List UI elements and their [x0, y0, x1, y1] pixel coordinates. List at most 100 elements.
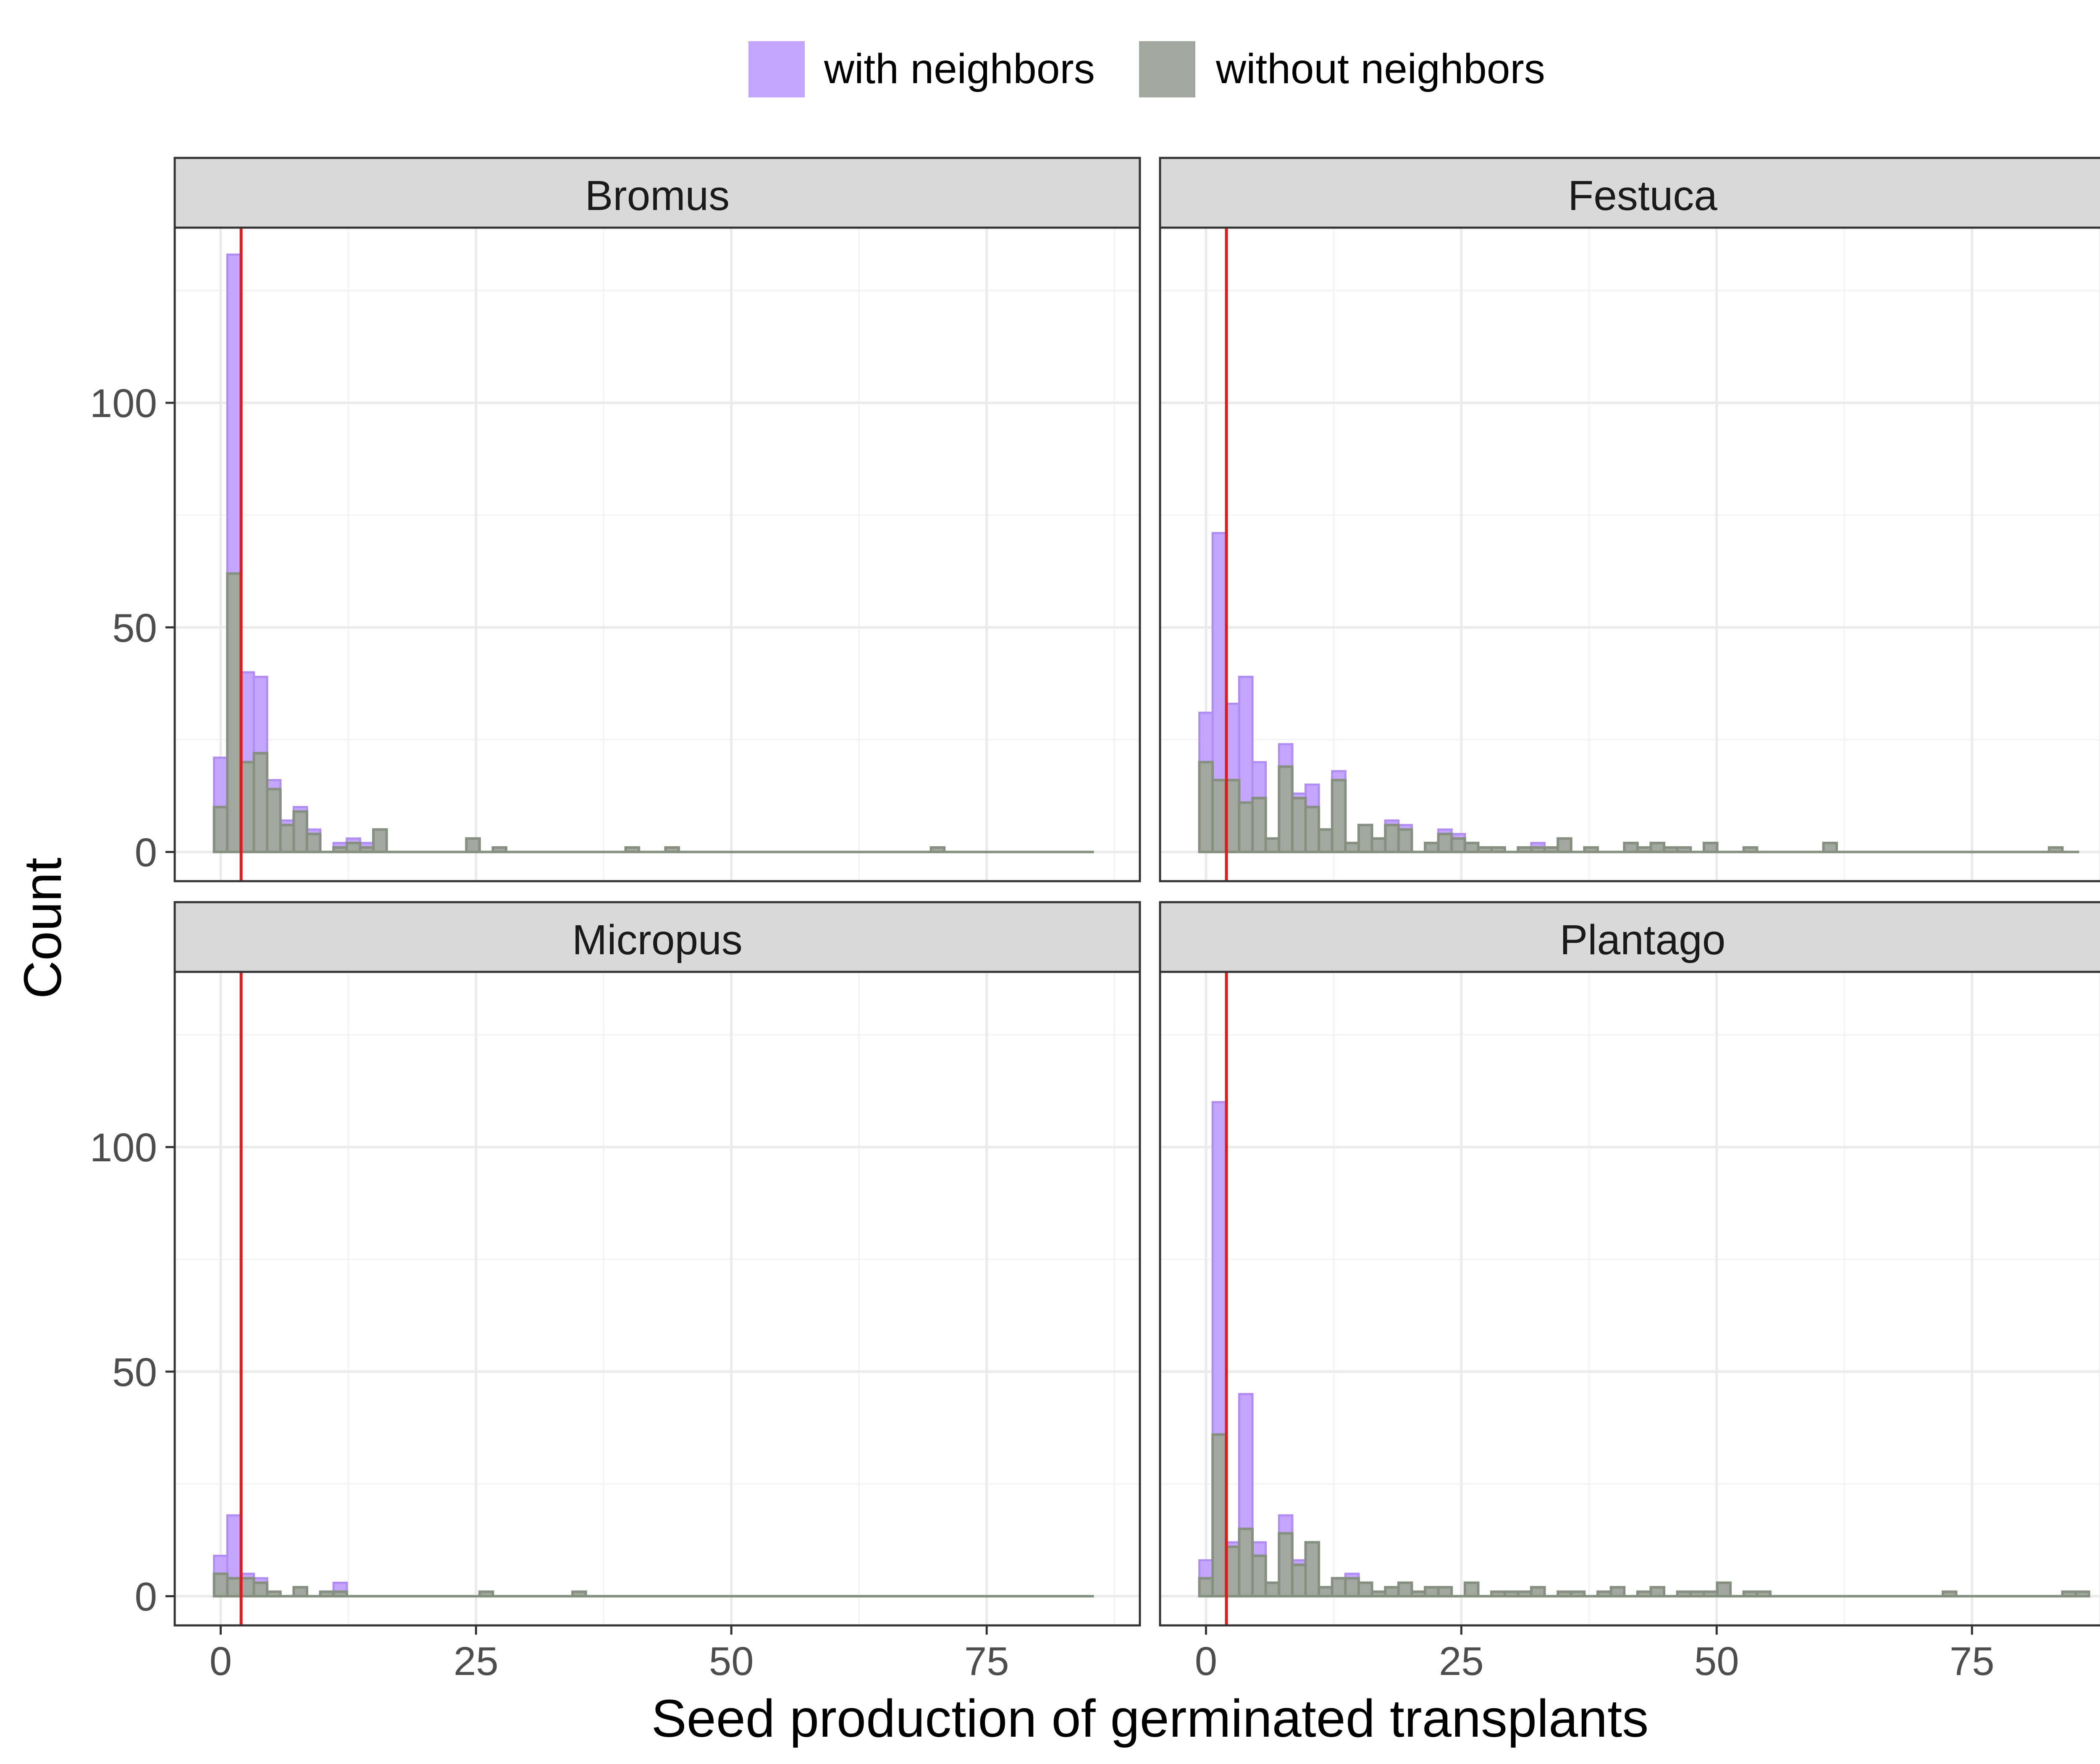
facet-panel-festuca: Festuca	[1159, 157, 2100, 882]
histogram-bar-without-neighbors	[1264, 1581, 1281, 1598]
x-tick-label: 75	[964, 1639, 1009, 1684]
histogram-bar-without-neighbors	[1357, 1581, 1373, 1598]
histogram-bar-without-neighbors	[319, 1590, 335, 1598]
histogram-bar-without-neighbors	[1304, 1541, 1320, 1598]
histogram-bar-without-neighbors	[345, 842, 362, 853]
histogram-bar-without-neighbors	[1503, 1590, 1520, 1598]
axes-layer: 0 50 100 0 50 100 0 25 50 75 0 25 50 75	[90, 381, 1995, 1684]
histogram-bar-without-neighbors	[372, 828, 388, 853]
histogram-bar-without-neighbors	[1370, 837, 1387, 853]
x-tick-label: 25	[454, 1639, 499, 1684]
histogram-bar-without-neighbors	[239, 1577, 255, 1598]
histogram-bar-without-neighbors	[1198, 1577, 1214, 1598]
histogram-bar-without-neighbors	[465, 837, 481, 853]
histogram-bar-without-neighbors	[478, 1590, 494, 1598]
facet-strip-label: Micropus	[572, 916, 743, 963]
histogram-bar-without-neighbors	[1397, 828, 1413, 853]
histogram-bar-without-neighbors	[1331, 1577, 1347, 1598]
facet-strip-label: Bromus	[585, 172, 730, 219]
histogram-bar-without-neighbors	[571, 1590, 587, 1598]
histogram-bar-without-neighbors	[624, 846, 640, 853]
legend-label-without-neighbors: without neighbors	[1215, 45, 1545, 92]
histogram-bar-without-neighbors	[1278, 1532, 1294, 1598]
histogram-bar-without-neighbors	[226, 1577, 242, 1598]
histogram-bar-without-neighbors	[1251, 797, 1267, 853]
histogram-bar-without-neighbors	[1663, 846, 1679, 853]
panel-plot-area	[1159, 971, 2100, 1627]
histogram-bar-without-neighbors	[359, 846, 375, 853]
x-tick-label: 50	[709, 1639, 754, 1684]
histogram-bar-without-neighbors	[1477, 846, 1493, 853]
histogram-bar-without-neighbors	[1344, 842, 1360, 853]
panel-background	[175, 228, 1140, 881]
x-tick-label: 25	[1439, 1639, 1484, 1684]
histogram-bar-without-neighbors	[252, 752, 269, 853]
histogram-bar-without-neighbors	[1822, 842, 1838, 853]
histogram-bar-without-neighbors	[239, 761, 255, 853]
x-tick-label: 0	[1195, 1639, 1217, 1684]
histogram-bar-without-neighbors	[1570, 1590, 1586, 1598]
histogram-bar-without-neighbors	[2048, 846, 2064, 853]
histogram-bar-without-neighbors	[1278, 765, 1294, 853]
y-tick-label: 0	[135, 830, 157, 875]
histogram-bar-without-neighbors	[1543, 846, 1559, 853]
histogram-bar-without-neighbors	[1331, 779, 1347, 853]
histogram-bar-without-neighbors	[1304, 806, 1320, 853]
histogram-bar-without-neighbors	[1557, 837, 1572, 853]
histogram-bar-without-neighbors	[1437, 1586, 1453, 1598]
histogram-bar-without-neighbors	[1384, 1586, 1400, 1598]
histogram-bar-without-neighbors	[1344, 1577, 1360, 1598]
x-tick-label: 50	[1694, 1639, 1739, 1684]
facet-strip-label: Plantago	[1560, 916, 1726, 963]
histogram-bar-without-neighbors	[1636, 1590, 1652, 1598]
panel-background	[175, 972, 1140, 1625]
histogram-bar-without-neighbors	[1318, 828, 1334, 853]
y-axis-title: Count	[13, 858, 72, 999]
facet-strip	[173, 157, 1141, 229]
histogram-bar-without-neighbors	[332, 1590, 348, 1598]
histogram-bar-without-neighbors	[1251, 1554, 1267, 1598]
panel-border	[173, 226, 1141, 882]
histogram-bar-without-neighbors	[664, 846, 680, 853]
histogram-bar-without-neighbors	[1517, 846, 1533, 853]
histogram-bar-without-neighbors	[1424, 1586, 1440, 1598]
histogram-bar-without-neighbors	[1397, 1581, 1413, 1598]
histogram-bar-without-neighbors	[1756, 1590, 1772, 1598]
histogram-bar-without-neighbors	[929, 846, 946, 853]
histogram-bar-without-neighbors	[1623, 842, 1639, 853]
histogram-bar-without-neighbors	[1676, 1590, 1692, 1598]
histogram-bar-without-neighbors	[332, 846, 348, 853]
histogram-bar-without-neighbors	[1742, 1590, 1759, 1598]
x-tick-label: 75	[1950, 1639, 1995, 1684]
histogram-bar-without-neighbors	[1224, 1545, 1241, 1598]
panel-border	[1159, 971, 2100, 1627]
panel-plot-area	[173, 971, 1141, 1627]
histogram-bar-without-neighbors	[1742, 846, 1759, 853]
x-tick-label: 0	[210, 1639, 232, 1684]
histogram-bar-without-neighbors	[213, 1572, 229, 1598]
histogram-bar-without-neighbors	[1463, 842, 1480, 853]
histogram-bar-without-neighbors	[1530, 846, 1546, 853]
histogram-bar-without-neighbors	[1198, 761, 1214, 853]
histogram-bar-without-neighbors	[2074, 1590, 2090, 1598]
y-tick-label: 0	[135, 1574, 157, 1619]
histogram-bar-without-neighbors	[1490, 1590, 1506, 1598]
histogram-bar-without-neighbors	[1702, 1590, 1719, 1598]
facet-strip	[1159, 901, 2100, 973]
y-tick-label: 50	[112, 1350, 157, 1395]
histogram-bar-without-neighbors	[1211, 1433, 1227, 1598]
histogram-bar-without-neighbors	[1490, 846, 1506, 853]
histogram-bar-without-neighbors	[1689, 1590, 1705, 1598]
histogram-bar-without-neighbors	[1410, 1590, 1427, 1598]
y-tick-label: 100	[90, 1125, 157, 1170]
histogram-bar-without-neighbors	[1384, 824, 1400, 853]
histogram-bar-without-neighbors	[1941, 1590, 1958, 1598]
histogram-bar-without-neighbors	[1224, 779, 1241, 853]
facet-strip-label: Festuca	[1568, 172, 1717, 219]
y-tick-label: 100	[90, 381, 157, 426]
histogram-bar-without-neighbors	[1716, 1581, 1732, 1598]
histogram-bar-without-neighbors	[1450, 837, 1466, 853]
histogram-bar-without-neighbors	[266, 1590, 282, 1598]
panel-plot-area	[173, 226, 1141, 882]
